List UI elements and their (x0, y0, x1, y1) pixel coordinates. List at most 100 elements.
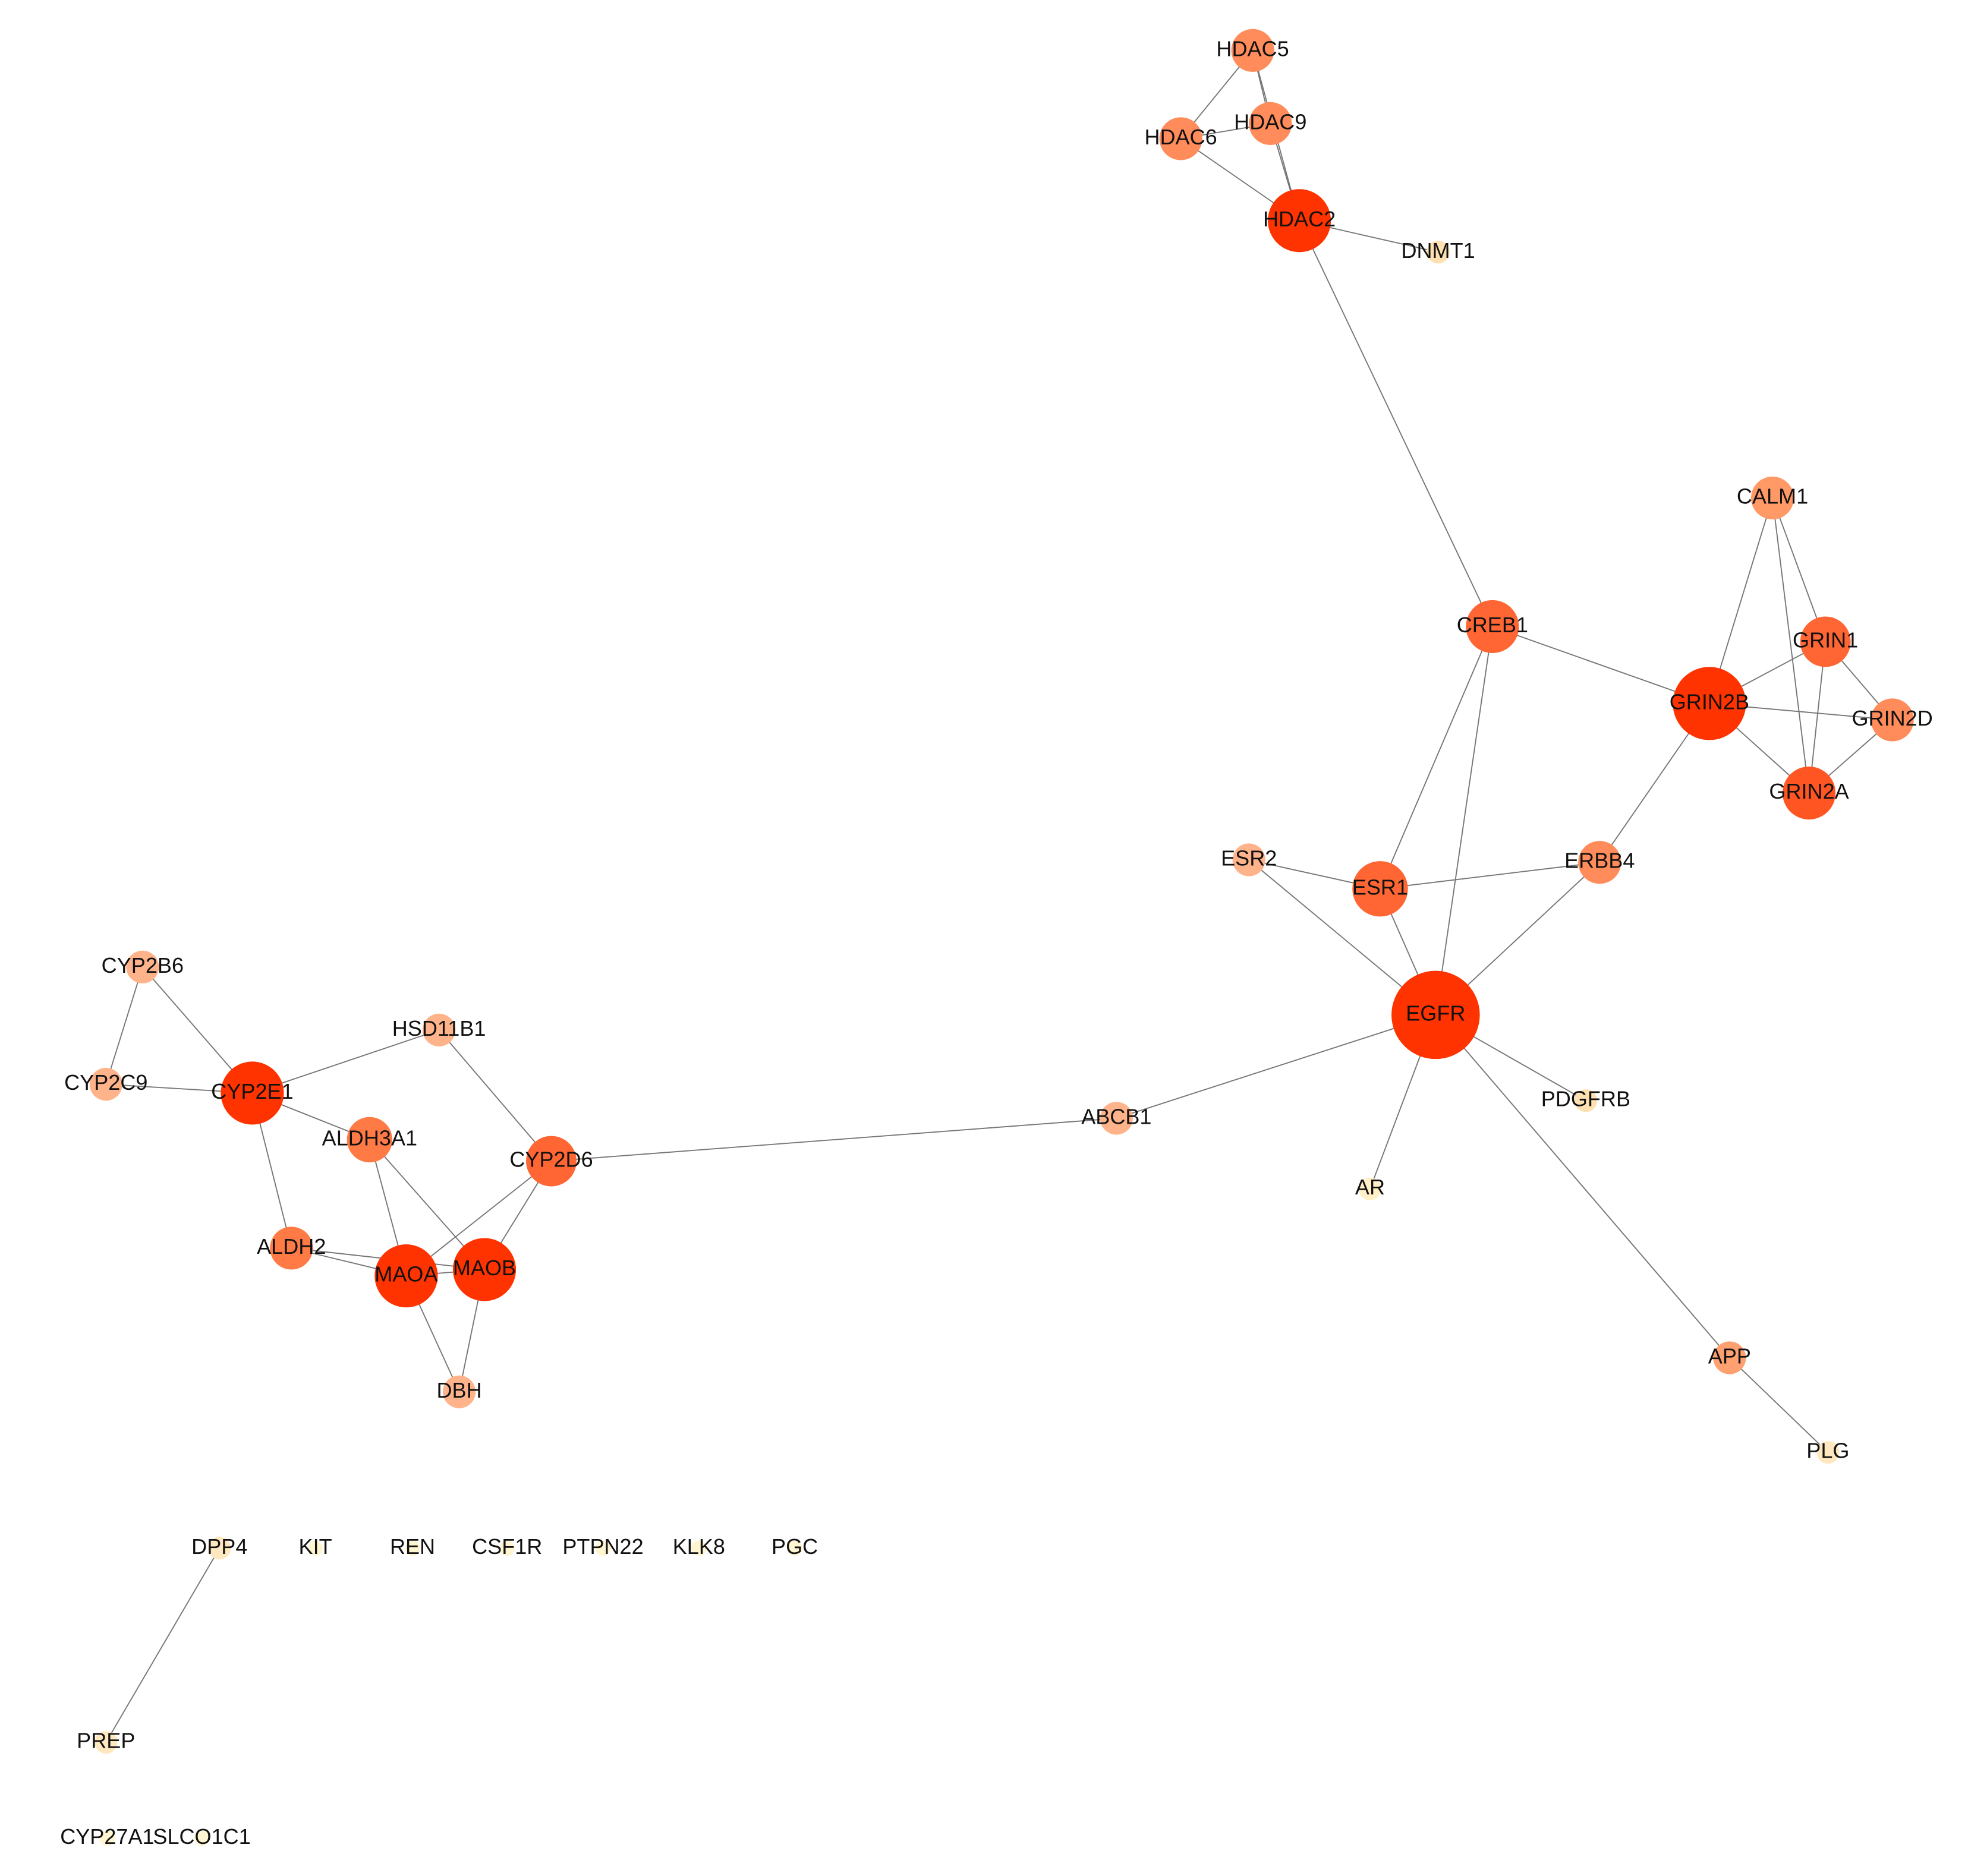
node (1783, 766, 1836, 820)
node-label: CSF1R (472, 1534, 542, 1559)
node-label: ALDH3A1 (322, 1125, 417, 1150)
edge (1772, 497, 1827, 642)
node-label: CYP2B6 (102, 953, 184, 978)
node-label: HDAC5 (1216, 36, 1289, 61)
node (126, 950, 159, 983)
node (787, 1540, 802, 1556)
node (423, 1013, 456, 1046)
edge (1380, 862, 1600, 890)
node-label: SLCO1C1 (153, 1824, 250, 1849)
node-label: CALM1 (1737, 484, 1808, 509)
node (1800, 616, 1851, 667)
node-label: PTPN22 (562, 1534, 643, 1559)
edge (551, 1117, 1117, 1162)
node-label: PGC (772, 1534, 818, 1559)
edge (1729, 1357, 1829, 1453)
node (1358, 1177, 1382, 1200)
node (1816, 1441, 1840, 1464)
node-label: ABCB1 (1081, 1104, 1151, 1128)
node-label: ALDH2 (257, 1234, 326, 1259)
node (99, 1830, 115, 1846)
edge (1299, 220, 1493, 627)
node-label: DPP4 (191, 1534, 247, 1559)
edge (1435, 626, 1493, 1016)
node-label: DNMT1 (1401, 238, 1475, 263)
node (194, 1830, 210, 1846)
node (208, 1537, 231, 1560)
node (1352, 861, 1408, 917)
edge (1435, 1014, 1730, 1358)
node-label: MAOB (453, 1256, 516, 1280)
node (374, 1244, 438, 1308)
labels: HDAC5 HDAC9 HDAC6 HDAC2 DNMT1 CALM1 CREB1 GRIN1… (60, 36, 1933, 1848)
node (1249, 102, 1292, 145)
node-label: REN (390, 1534, 435, 1559)
node (221, 1061, 284, 1125)
node (452, 1238, 517, 1301)
node (1391, 970, 1480, 1060)
node-label: PDGFRB (1541, 1087, 1630, 1111)
node-label: CYP27A1 (60, 1824, 154, 1849)
edge (105, 967, 143, 1084)
node-label: ESR1 (1352, 875, 1408, 899)
node (1427, 241, 1450, 264)
node-label: CREB1 (1457, 613, 1528, 637)
edge (105, 1547, 221, 1743)
node (1871, 698, 1914, 742)
node (307, 1540, 323, 1556)
node-label: APP (1708, 1344, 1751, 1369)
node (1750, 476, 1794, 520)
edge (1772, 497, 1810, 793)
node-label: HDAC2 (1263, 207, 1336, 231)
node (1159, 117, 1202, 160)
node-label: DBH (436, 1378, 481, 1402)
node (347, 1117, 393, 1163)
node (595, 1540, 611, 1556)
node-label: HDAC9 (1234, 109, 1306, 134)
node-label: GRIN1 (1793, 628, 1858, 652)
node (1268, 189, 1331, 253)
edge (1492, 626, 1710, 704)
node (526, 1136, 577, 1187)
node-label: HDAC6 (1144, 125, 1217, 149)
node-label: CYP2D6 (509, 1147, 593, 1172)
node-label: MAOA (374, 1262, 437, 1287)
node (691, 1540, 707, 1556)
node (270, 1227, 313, 1270)
node (89, 1068, 122, 1101)
node-label: GRIN2A (1769, 779, 1849, 803)
node-label: GRIN2D (1852, 706, 1933, 730)
node-label: EGFR (1406, 1001, 1465, 1025)
nodes (89, 29, 1914, 1846)
node-label: KLK8 (673, 1534, 725, 1559)
edge (1380, 626, 1493, 890)
node (499, 1540, 515, 1556)
node-label: PREP (77, 1729, 135, 1753)
node-label: CYP2E1 (211, 1079, 293, 1103)
node (1713, 1341, 1746, 1374)
edge (1116, 1014, 1436, 1119)
node-label: HSD11B1 (392, 1016, 486, 1041)
node-label: AR (1355, 1175, 1385, 1199)
node-label: CYP2C9 (64, 1070, 147, 1095)
node (405, 1540, 420, 1556)
node (1574, 1089, 1598, 1112)
node (95, 1731, 118, 1754)
node-label: PLG (1806, 1439, 1849, 1463)
node (1232, 843, 1265, 876)
node (1673, 667, 1746, 740)
node (442, 1375, 476, 1408)
node-label: KIT (299, 1534, 332, 1559)
node-label: ERBB4 (1564, 849, 1635, 873)
node (1231, 29, 1274, 72)
node (1466, 600, 1519, 654)
node (1100, 1102, 1133, 1135)
node-label: GRIN2B (1670, 689, 1749, 714)
edge (252, 1029, 439, 1094)
node (1578, 841, 1621, 884)
node-label: ESR2 (1221, 846, 1277, 870)
edge (438, 1029, 552, 1162)
edges (105, 50, 1893, 1743)
